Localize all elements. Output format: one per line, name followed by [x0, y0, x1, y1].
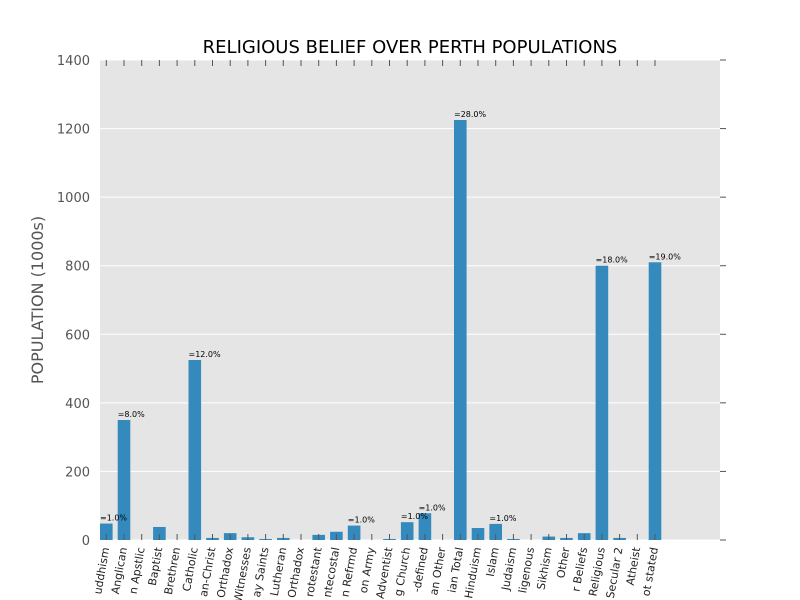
y-tick-label: 1400 [57, 54, 90, 69]
y-tick-label: 200 [65, 465, 90, 480]
bar-data-label: =8.0% [118, 410, 145, 419]
bar [117, 420, 131, 540]
bar-data-label: =1.0% [401, 512, 428, 521]
bar [188, 360, 202, 540]
y-tick-label: 1000 [57, 191, 90, 206]
bar [489, 523, 502, 540]
y-tick-label: 600 [65, 328, 90, 343]
bar-data-label: =1.0% [100, 514, 127, 523]
chart-title: RELIGIOUS BELIEF OVER PERTH POPULATIONS [203, 37, 618, 58]
x-tick-label: Hinduism [462, 546, 484, 599]
x-tick-label: Secular 2 [604, 546, 626, 599]
bar [100, 523, 113, 540]
bar-data-label: =18.0% [596, 256, 629, 265]
x-tick-label: Judaism [499, 546, 520, 592]
bar-data-label: =19.0% [649, 252, 682, 261]
bar-data-label: =12.0% [189, 350, 222, 359]
y-axis-ticks: 0 200 400 600 800 1000 1200 1400 [57, 54, 726, 549]
bar-data-label: =1.0% [348, 516, 375, 525]
y-tick-label: 1200 [57, 123, 90, 138]
bar-data-label: =28.0% [454, 110, 487, 119]
x-tick-label: Baptist [146, 546, 166, 587]
y-axis-label: POPULATION (1000s) [28, 216, 47, 384]
bar [400, 522, 414, 540]
x-tick-label: Atheist [624, 546, 644, 587]
bar [418, 513, 432, 540]
x-tick-label: Other [554, 546, 572, 579]
x-tick-label: Catholic [180, 546, 201, 592]
bar [153, 526, 166, 540]
x-tick-label: Islam [484, 546, 502, 577]
x-tick-label: ot stated [640, 546, 661, 597]
x-tick-label: n Apstlic [127, 546, 148, 595]
x-tick-label: Sikhism [535, 546, 555, 590]
y-tick-label: 800 [65, 260, 90, 275]
bar [595, 265, 609, 540]
bar-data-label: =1.0% [419, 503, 446, 512]
bar-data-labels: =1.0%=8.0%=12.0%=1.0% =1.0%=1.0%=28.0%=1.… [100, 110, 681, 525]
plot-area [100, 60, 720, 540]
bar [347, 525, 361, 540]
bar [648, 262, 662, 540]
bar-data-label: =1.0% [489, 514, 516, 523]
y-tick-label: 0 [82, 534, 90, 549]
y-tick-label: 400 [65, 397, 90, 412]
grid-lines [100, 59, 720, 541]
bar [454, 120, 467, 540]
